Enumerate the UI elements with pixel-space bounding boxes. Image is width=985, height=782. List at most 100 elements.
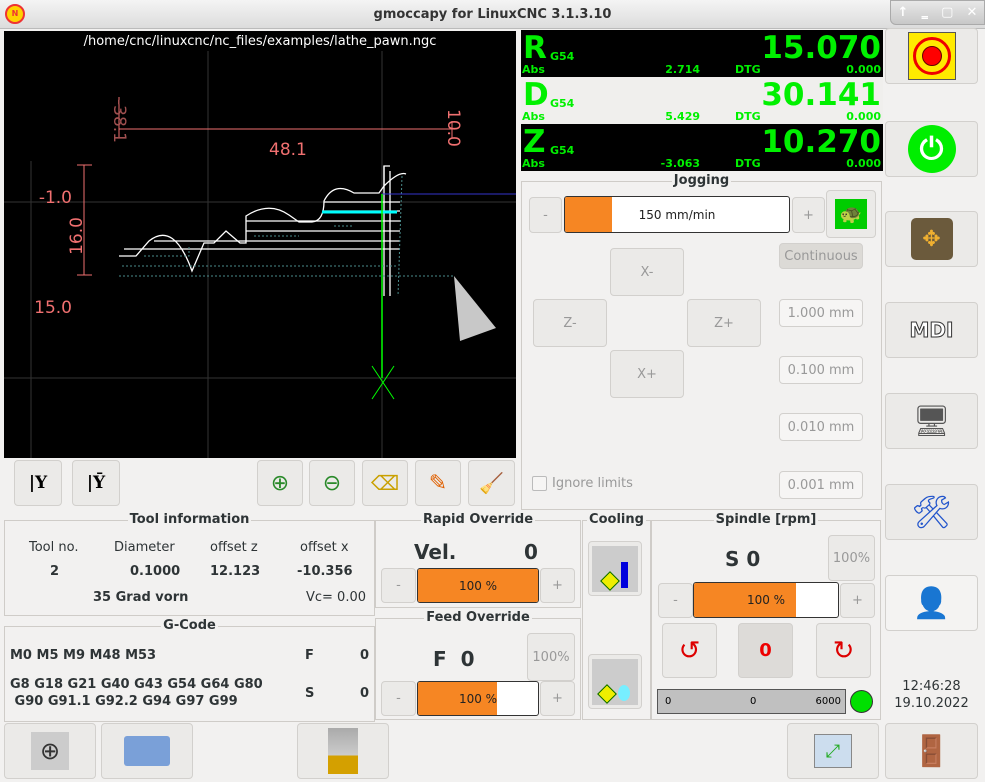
touch-off-button[interactable] bbox=[101, 723, 193, 779]
dtg-value: 0.000 bbox=[846, 110, 881, 123]
rapid-override-slider[interactable]: 100 % bbox=[417, 568, 539, 603]
jog-speed-plus[interactable]: + bbox=[792, 197, 825, 233]
tool-holder-icon bbox=[328, 728, 358, 774]
turtle-button[interactable]: 🐢 bbox=[826, 190, 876, 238]
tools-icon: 🛠 bbox=[911, 493, 952, 531]
cutting-speed: Vc= 0.00 bbox=[305, 590, 366, 605]
jog-x-plus[interactable]: X+ bbox=[610, 350, 684, 398]
edit-button[interactable]: ✎ bbox=[415, 460, 461, 506]
dro-axis-label: R bbox=[523, 30, 547, 66]
dro-axis-label: Z bbox=[523, 124, 546, 160]
feed-label: F bbox=[305, 648, 314, 663]
ignore-limits-checkbox[interactable]: Ignore limits bbox=[532, 476, 633, 491]
spindle-reverse-button[interactable]: ↻ bbox=[816, 623, 871, 678]
rapid-minus[interactable]: - bbox=[381, 568, 416, 603]
shade-icon[interactable]: ↑ bbox=[897, 5, 909, 20]
spindle-override-value: 100 % bbox=[746, 593, 786, 607]
close-icon[interactable]: ✕ bbox=[966, 5, 978, 20]
gcode-panel: G-Code M0 M5 M9 M48 M53 G8 G18 G21 G40 G… bbox=[4, 618, 375, 722]
dro-value: 10.270 bbox=[761, 124, 881, 160]
jog-arrows-icon: ✥ bbox=[910, 218, 953, 260]
tool-button[interactable] bbox=[297, 723, 389, 779]
abs-label: Abs bbox=[522, 110, 545, 123]
jog-speed-fill bbox=[565, 197, 613, 232]
spindle-plus[interactable]: + bbox=[840, 583, 875, 618]
spindle-minus[interactable]: - bbox=[658, 583, 693, 618]
spindle-reset-button[interactable]: 100% bbox=[828, 535, 875, 581]
feed-override-slider[interactable]: 100 % bbox=[417, 681, 539, 716]
flood-coolant-button[interactable] bbox=[588, 541, 642, 596]
user-icon: 👤 bbox=[912, 585, 951, 621]
feed-minus[interactable]: - bbox=[381, 681, 416, 716]
clear-plot-button[interactable]: 🧹 bbox=[468, 460, 515, 506]
zoom-out-button[interactable]: ⊖ bbox=[309, 460, 355, 506]
dro-d[interactable]: D G54 30.141 Abs 5.429 DTG 0.000 bbox=[521, 77, 883, 124]
user-tabs-button[interactable]: 👤 bbox=[885, 575, 978, 631]
tool-shape bbox=[454, 276, 496, 341]
zoom-in-icon: ⊕ bbox=[270, 470, 290, 496]
abs-label: Abs bbox=[522, 63, 545, 76]
feed-title: Feed Override bbox=[376, 610, 580, 625]
clock-date: 19.10.2022 bbox=[894, 696, 969, 711]
view-y-button[interactable]: |Y bbox=[14, 460, 62, 506]
rapid-override-panel: Rapid Override Vel. 0 bbox=[375, 512, 581, 608]
origin-marker bbox=[371, 365, 395, 400]
machine-power-button[interactable]: ⏻ bbox=[885, 121, 978, 177]
rapid-plus[interactable]: + bbox=[540, 568, 575, 603]
speed-value: 0 bbox=[359, 686, 369, 701]
dro-z[interactable]: Z G54 10.270 Abs -3.063 DTG 0.000 bbox=[521, 124, 883, 171]
speed-label: S bbox=[305, 686, 315, 701]
dim-z-length: 16.0 bbox=[67, 217, 87, 255]
minimize-icon[interactable]: ‗ bbox=[921, 5, 929, 20]
cooling-title-text: Cooling bbox=[587, 512, 646, 527]
spindle-fill bbox=[694, 583, 797, 617]
offset-x-value: -10.356 bbox=[297, 564, 353, 579]
jog-speed-minus[interactable]: - bbox=[529, 197, 562, 233]
eraser-icon: ⌫ bbox=[370, 471, 400, 495]
view-y-rotated-button[interactable]: |Ȳ bbox=[72, 460, 120, 506]
feed-plus[interactable]: + bbox=[540, 681, 575, 716]
manual-mode-button[interactable]: ✥ bbox=[885, 211, 978, 267]
home-button[interactable]: ⊕ bbox=[4, 723, 96, 779]
emergency-stop-icon bbox=[907, 32, 956, 80]
increment-0.001mm[interactable]: 0.001 mm bbox=[779, 471, 863, 499]
mist-coolant-button[interactable] bbox=[588, 654, 642, 709]
abs-value: 5.429 bbox=[665, 110, 700, 123]
auto-mode-button[interactable]: 🖥 bbox=[885, 393, 978, 449]
increment-1mm[interactable]: 1.000 mm bbox=[779, 299, 863, 327]
feed-value: 100 % bbox=[458, 691, 498, 706]
spindle-forward-button[interactable]: ↺ bbox=[662, 623, 717, 678]
dro-r[interactable]: R G54 15.070 Abs 2.714 DTG 0.000 bbox=[521, 30, 883, 77]
zoom-in-button[interactable]: ⊕ bbox=[257, 460, 303, 506]
rapid-fill bbox=[418, 569, 538, 602]
spindle-override-slider[interactable]: 100 % bbox=[693, 582, 839, 618]
rapid-value: 100 % bbox=[458, 578, 498, 593]
feed-fill bbox=[418, 682, 498, 715]
diameter-header: Diameter bbox=[114, 540, 175, 555]
gcode-preview[interactable]: /home/cnc/linuxcnc/nc_files/examples/lat… bbox=[4, 31, 516, 458]
dro-axis-label: D bbox=[523, 77, 549, 113]
dtg-label: DTG bbox=[735, 157, 761, 170]
increment-continuous[interactable]: Continuous bbox=[779, 243, 863, 269]
velocity-label: Vel. bbox=[414, 540, 457, 564]
maximize-icon[interactable]: ▢ bbox=[941, 5, 954, 20]
jog-z-plus[interactable]: Z+ bbox=[687, 299, 761, 347]
exit-button[interactable]: 🚪 bbox=[885, 723, 978, 779]
dro-value: 30.141 bbox=[761, 77, 881, 113]
settings-button[interactable]: 🛠 bbox=[885, 484, 978, 540]
mdi-mode-button[interactable]: MDI bbox=[885, 302, 978, 358]
home-axes-icon: ⊕ bbox=[31, 732, 69, 770]
spindle-stop-button[interactable]: 0 bbox=[738, 623, 793, 678]
jog-z-minus[interactable]: Z- bbox=[533, 299, 607, 347]
emergency-stop-button[interactable] bbox=[885, 28, 978, 84]
computer-machine-icon: 🖥 bbox=[912, 403, 951, 439]
spindle-at-speed-led bbox=[850, 690, 873, 713]
jog-x-minus[interactable]: X- bbox=[610, 248, 684, 296]
fullscreen-button[interactable]: ⤢ bbox=[787, 723, 879, 779]
active-gcodes-line2: G90 G91.1 G92.2 G94 G97 G99 bbox=[10, 694, 238, 709]
increment-0.1mm[interactable]: 0.100 mm bbox=[779, 356, 863, 384]
jog-speed-slider[interactable]: 150 mm/min bbox=[564, 196, 790, 233]
feed-reset-button[interactable]: 100% bbox=[527, 633, 575, 681]
increment-0.01mm[interactable]: 0.010 mm bbox=[779, 413, 863, 441]
delete-limits-button[interactable]: ⌫ bbox=[362, 460, 408, 506]
